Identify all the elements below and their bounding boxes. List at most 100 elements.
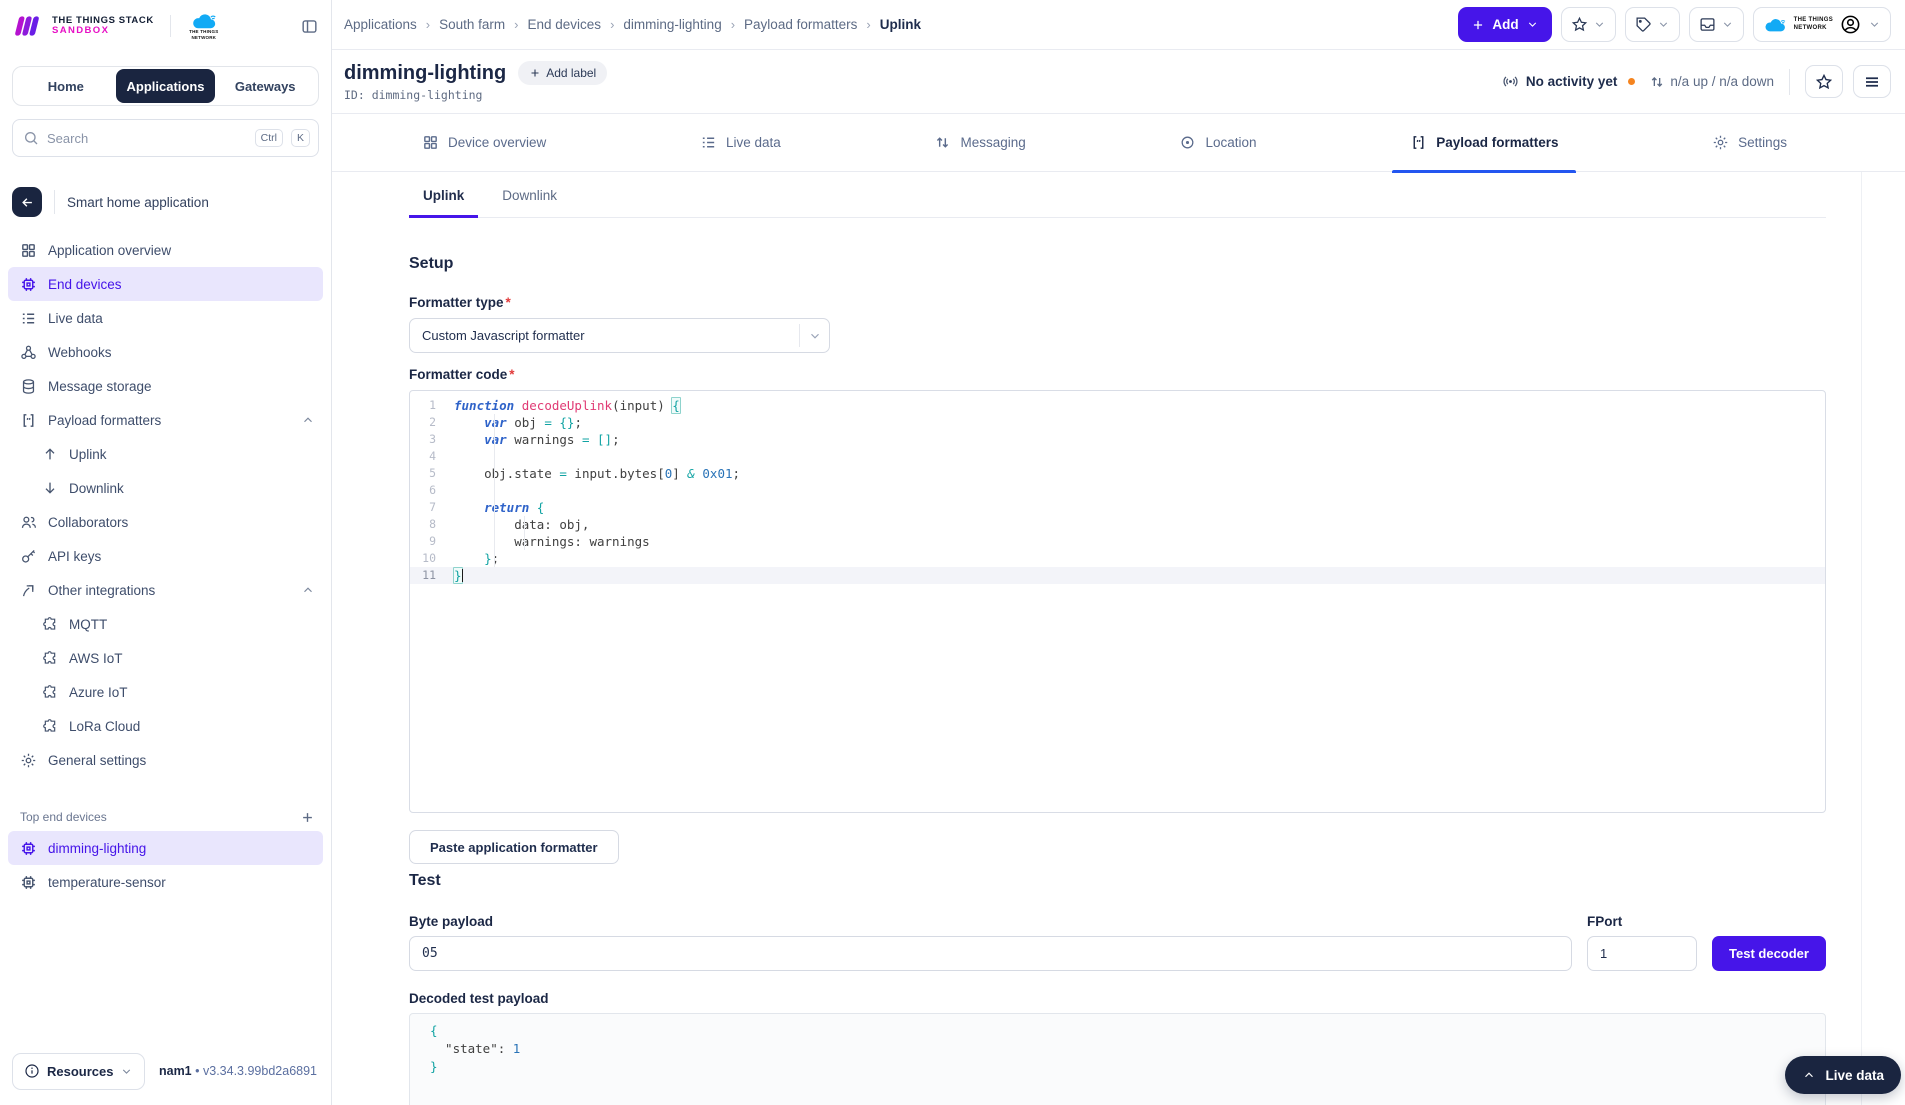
tab-content: Uplink Downlink Setup Formatter type * Cu… <box>332 172 1905 1105</box>
account-menu-button[interactable]: THE THINGS NETWORK <box>1752 7 1891 42</box>
setup-heading: Setup <box>409 255 454 272</box>
add-button[interactable]: Add <box>1458 7 1552 42</box>
back-arrow-icon <box>20 195 35 210</box>
sidebar-item-webhooks[interactable]: Webhooks <box>8 335 323 369</box>
tab-device-overview[interactable]: Device overview <box>404 114 564 172</box>
notifications-button[interactable] <box>1688 7 1744 42</box>
activity-status: No activity yet <box>1502 73 1640 90</box>
tab-messaging[interactable]: Messaging <box>916 114 1043 172</box>
search-input[interactable] <box>47 130 247 146</box>
ttn-logo: THE THINGS NETWORK <box>187 12 221 40</box>
byte-payload-input[interactable] <box>409 936 1572 971</box>
fport-input[interactable] <box>1587 936 1697 971</box>
version-number: v3.34.3.99bd2a6891 <box>203 1064 317 1078</box>
top-bar: Applications › South farm › End devices › d… <box>332 0 1905 50</box>
sidebar-item-mqtt[interactable]: MQTT <box>8 607 323 641</box>
subtab-uplink[interactable]: Uplink <box>409 188 479 218</box>
payload-formatter-icon <box>20 412 37 429</box>
sidebar-item-payload-formatters[interactable]: Payload formatters <box>8 403 323 437</box>
sidebar-item-other-integrations[interactable]: Other integrations <box>8 573 323 607</box>
breadcrumb-uplink: Uplink <box>879 17 921 32</box>
puzzle-icon <box>42 650 58 666</box>
traffic-counter: n/a up / n/a down <box>1649 74 1774 90</box>
breadcrumb-end-devices[interactable]: End devices <box>527 17 602 32</box>
back-button[interactable] <box>12 187 42 217</box>
entity-menu-button[interactable] <box>1853 65 1891 98</box>
sidebar-item-aws-iot[interactable]: AWS IoT <box>8 641 323 675</box>
subtab-downlink[interactable]: Downlink <box>502 188 558 203</box>
top-bar-actions: Add THE THINGS NETWORK <box>1458 7 1891 42</box>
puzzle-icon <box>42 718 58 734</box>
tab-label: Payload formatters <box>1436 135 1559 150</box>
breadcrumb-payload-formatters[interactable]: Payload formatters <box>744 17 858 32</box>
resources-button[interactable]: Resources <box>12 1052 146 1090</box>
sidebar-item-collaborators[interactable]: Collaborators <box>8 505 323 539</box>
tab-label: Live data <box>725 135 781 150</box>
burger-menu-icon <box>1863 73 1881 91</box>
kbd-k: K <box>290 129 310 147</box>
bookmark-device-button[interactable] <box>1805 65 1843 98</box>
ttn-wordmark: THE THINGS NETWORK <box>1793 17 1833 31</box>
test-heading: Test <box>409 872 441 889</box>
code-lines: 1 function decodeUplink(input) {2 var obj… <box>410 397 1825 584</box>
sidebar-device-dimming-lighting[interactable]: dimming-lighting <box>8 831 323 865</box>
add-end-device-button[interactable] <box>300 810 315 825</box>
sidebar-collapse-button[interactable] <box>300 17 319 36</box>
grid-icon <box>422 134 439 151</box>
breadcrumb-separator: › <box>866 17 871 32</box>
tab-home[interactable]: Home <box>47 78 84 94</box>
sidebar-item-api-keys[interactable]: API keys <box>8 539 323 573</box>
sidebar-item-lora-cloud[interactable]: LoRa Cloud <box>8 709 323 743</box>
application-row: Smart home application <box>12 187 319 217</box>
add-label-button[interactable]: Add label <box>518 61 608 85</box>
broadcast-icon <box>1502 73 1519 90</box>
breadcrumb-separator: › <box>730 17 736 32</box>
tab-location[interactable]: Location <box>1161 114 1274 172</box>
tab-gateways[interactable]: Gateways <box>234 78 296 94</box>
chevron-down-icon <box>808 329 822 343</box>
sidebar-header: THE THINGS STACK SANDBOX THE THINGS NETW… <box>0 0 331 52</box>
puzzle-icon <box>42 616 58 632</box>
brand-product: THE THINGS STACK <box>52 14 154 26</box>
breadcrumb-applications[interactable]: Applications <box>344 17 417 32</box>
plus-icon <box>300 810 315 825</box>
tab-payload-formatters[interactable]: Payload formatters <box>1392 114 1577 173</box>
live-data-toggle-button[interactable]: Live data <box>1785 1056 1901 1094</box>
sidebar-item-label: Azure IoT <box>69 684 128 700</box>
paste-application-formatter-button[interactable]: Paste application formatter <box>409 830 619 864</box>
sidebar-device-temperature-sensor[interactable]: temperature-sensor <box>8 865 323 899</box>
code-editor[interactable]: 1 function decodeUplink(input) {2 var obj… <box>409 390 1826 813</box>
tab-live-data[interactable]: Live data <box>682 114 799 172</box>
sidebar-item-label: LoRa Cloud <box>69 718 141 734</box>
sidebar-item-azure-iot[interactable]: Azure IoT <box>8 675 323 709</box>
tab-label: Location <box>1205 135 1257 150</box>
sidebar-item-application-overview[interactable]: Application overview <box>8 233 323 267</box>
sidebar-item-message-storage[interactable]: Message storage <box>8 369 323 403</box>
users-icon <box>20 514 37 531</box>
sidebar-item-live-data[interactable]: Live data <box>8 301 323 335</box>
sidebar-item-label: Uplink <box>69 446 107 462</box>
test-form: Byte payload FPort Test decoder <box>409 890 1826 971</box>
sidebar-item-uplink[interactable]: Uplink <box>8 437 323 471</box>
tab-settings[interactable]: Settings <box>1694 114 1805 172</box>
plus-icon <box>1471 18 1485 32</box>
formatter-type-label: Formatter type * <box>409 295 511 310</box>
decoded-test-payload-label: Decoded test payload <box>409 991 549 1006</box>
sidebar-item-general-settings[interactable]: General settings <box>8 743 323 777</box>
sidebar-item-downlink[interactable]: Downlink <box>8 471 323 505</box>
search-box[interactable]: Ctrl K <box>12 119 319 157</box>
chip-icon <box>20 276 37 293</box>
formatter-type-select[interactable]: Custom Javascript formatter <box>409 318 830 353</box>
sidebar-item-end-devices[interactable]: End devices <box>8 267 323 301</box>
test-decoder-button[interactable]: Test decoder <box>1712 936 1826 971</box>
sidebar-item-label: AWS IoT <box>69 650 123 666</box>
bookmarks-button[interactable] <box>1560 7 1616 42</box>
cluster-name: nam1 <box>158 1064 192 1078</box>
sidebar-item-label: Webhooks <box>48 344 112 360</box>
sidebar-item-label: Application overview <box>48 242 172 258</box>
breadcrumb-device[interactable]: dimming-lighting <box>623 17 722 32</box>
tab-applications[interactable]: Applications <box>115 69 216 103</box>
arrow-down-icon <box>42 480 58 496</box>
breadcrumb-south-farm[interactable]: South farm <box>439 17 506 32</box>
labels-button[interactable] <box>1624 7 1680 42</box>
